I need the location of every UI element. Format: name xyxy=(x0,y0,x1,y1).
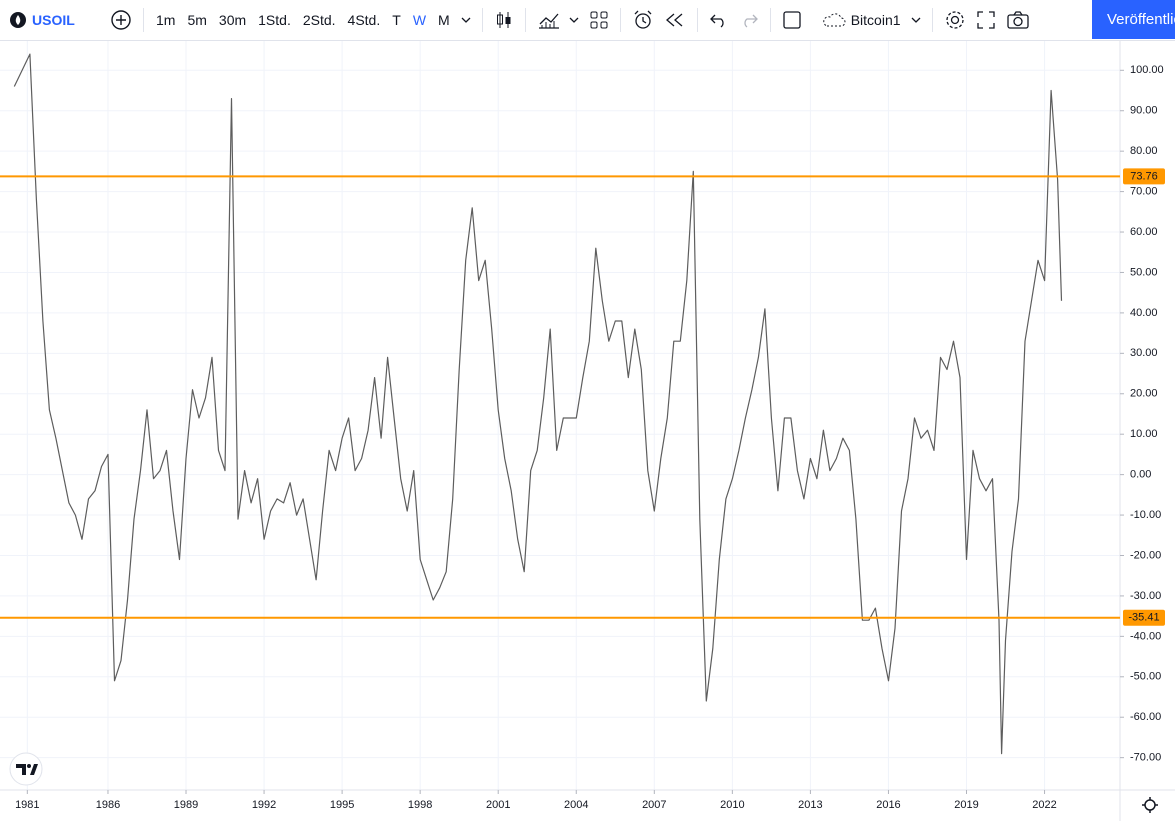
chart-type-button[interactable] xyxy=(489,0,519,40)
symbol-icon xyxy=(10,12,26,28)
x-tick-label: 1981 xyxy=(15,799,39,811)
replay-icon xyxy=(665,13,683,27)
grid-icon xyxy=(590,11,608,29)
x-tick-label: 2007 xyxy=(642,799,666,811)
x-tick-label: 2016 xyxy=(876,799,900,811)
y-tick-label: -10.00 xyxy=(1130,509,1161,521)
add-icon xyxy=(111,10,131,30)
interval-button[interactable]: 1Std. xyxy=(258,12,291,28)
price-line xyxy=(13,53,1063,755)
x-tick-label: 2004 xyxy=(564,799,588,811)
x-tick-label: 2019 xyxy=(954,799,978,811)
separator xyxy=(481,8,483,32)
interval-menu[interactable] xyxy=(456,0,476,40)
chevron xyxy=(461,17,471,23)
publish-button[interactable]: Veröffentlichen xyxy=(1092,0,1175,39)
price-label: 73.76 xyxy=(1130,170,1158,182)
y-tick-label: 90.00 xyxy=(1130,105,1158,117)
y-tick-label: -20.00 xyxy=(1130,549,1161,561)
symbol-search[interactable]: USOIL xyxy=(0,0,105,40)
y-tick-label: 70.00 xyxy=(1130,186,1158,198)
y-tick-label: -30.00 xyxy=(1130,590,1161,602)
grid xyxy=(0,40,1120,790)
separator xyxy=(619,8,621,32)
y-tick-label: 40.00 xyxy=(1130,307,1158,319)
cloud-icon xyxy=(823,13,846,27)
layout-name: Bitcoin1 xyxy=(850,12,901,28)
fullscreen-button[interactable] xyxy=(971,0,1001,40)
chevron xyxy=(569,17,579,23)
square-icon xyxy=(783,11,801,29)
x-tick-label: 2013 xyxy=(798,799,822,811)
separator xyxy=(524,8,526,32)
settings-icon[interactable] xyxy=(1142,797,1158,813)
indicators-icon xyxy=(538,13,559,29)
interval-button[interactable]: T xyxy=(392,12,401,28)
interval-button[interactable]: M xyxy=(438,12,450,28)
candles-icon xyxy=(496,12,511,28)
y-tick-label: -40.00 xyxy=(1130,630,1161,642)
alert-button[interactable] xyxy=(627,0,659,40)
x-tick-label: 1992 xyxy=(252,799,276,811)
price-label-box xyxy=(1123,609,1165,626)
undo-button[interactable] xyxy=(704,0,734,40)
replay-button[interactable] xyxy=(659,0,691,40)
separator xyxy=(696,8,698,32)
compare-button[interactable] xyxy=(105,0,137,40)
fullscreen-select[interactable] xyxy=(777,0,807,40)
undo-icon xyxy=(709,14,724,28)
x-tick-label: 1995 xyxy=(330,799,354,811)
interval-button[interactable]: 30m xyxy=(218,12,247,28)
symbol: USOIL xyxy=(32,12,75,28)
y-tick-label: 50.00 xyxy=(1130,266,1158,278)
redo-icon xyxy=(744,14,758,28)
interval-button[interactable]: 5m xyxy=(187,12,207,28)
y-tick-label: -60.00 xyxy=(1130,711,1161,723)
interval-button[interactable]: 2Std. xyxy=(302,12,336,28)
interval-button[interactable]: W xyxy=(412,12,427,28)
redo-button[interactable] xyxy=(734,0,764,40)
expand-icon xyxy=(976,11,995,29)
separator xyxy=(143,8,144,32)
x-tick-label: 2022 xyxy=(1032,799,1056,811)
toolbar: USOIL 1m 5m 30m 1Std. 2Std. 4Std. T W M Bitcoin1… xyxy=(0,0,1175,41)
x-tick-label: 2010 xyxy=(720,799,744,811)
x-tick-label: 2001 xyxy=(486,799,510,811)
y-tick-label: 0.00 xyxy=(1130,469,1151,481)
price-label-box xyxy=(1123,168,1165,185)
layout-button[interactable] xyxy=(584,0,614,40)
y-tick-label: -50.00 xyxy=(1130,671,1161,683)
x-tick-label: 1989 xyxy=(174,799,198,811)
chevron xyxy=(911,17,920,23)
indicators-button[interactable] xyxy=(532,0,584,40)
y-tick-label: 30.00 xyxy=(1130,347,1158,359)
interval-group: 1m 5m 30m 1Std. 2Std. 4Std. T W M xyxy=(150,0,456,40)
snapshot-button[interactable] xyxy=(1001,0,1035,40)
x-tick-label: 1986 xyxy=(96,799,120,811)
y-tick-label: 100.00 xyxy=(1130,64,1164,76)
camera-icon xyxy=(1006,11,1029,29)
tradingview-logo xyxy=(9,752,43,786)
interval-button[interactable]: 1m xyxy=(156,12,176,28)
y-tick-label: 10.00 xyxy=(1130,428,1158,440)
interval-button[interactable]: 4Std. xyxy=(347,12,381,28)
y-tick-label: -70.00 xyxy=(1130,752,1161,764)
settings-button[interactable] xyxy=(939,0,971,40)
y-tick-label: 20.00 xyxy=(1130,388,1158,400)
price-label: -35.41 xyxy=(1128,612,1159,624)
publish-label: Veröffentlichen xyxy=(1107,11,1175,28)
separator xyxy=(931,8,933,32)
y-tick-label: 80.00 xyxy=(1130,145,1158,157)
layout-select[interactable]: Bitcoin1 xyxy=(807,0,926,40)
alarm-icon xyxy=(634,10,652,29)
gear-icon xyxy=(945,11,964,29)
x-tick-label: 1998 xyxy=(408,799,432,811)
y-tick-label: 60.00 xyxy=(1130,226,1158,238)
separator xyxy=(769,8,771,32)
